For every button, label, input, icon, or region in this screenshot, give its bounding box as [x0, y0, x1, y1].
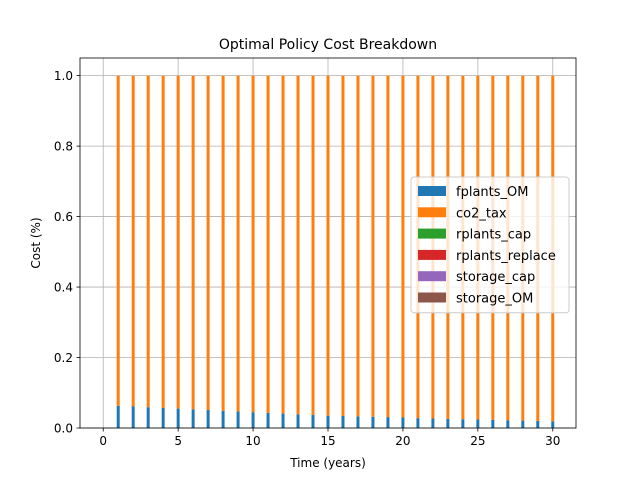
bar-fplants-OM: [521, 420, 525, 428]
bar-co2-tax: [326, 75, 330, 416]
y-tick-label: 0.0: [54, 422, 73, 436]
bar-fplants-OM: [236, 411, 240, 428]
bar-fplants-OM: [161, 407, 165, 428]
bar-co2-tax: [146, 75, 150, 408]
legend-swatch: [418, 271, 446, 282]
bar-co2-tax: [176, 75, 180, 409]
bar-fplants-OM: [461, 419, 465, 428]
bar-fplants-OM: [491, 419, 495, 428]
axes: 0 5 10 15 20 25 30 0.0 0.2 0.4 0.6 0.8 1.0: [54, 57, 577, 448]
y-axis-label: Cost (%): [29, 217, 43, 268]
bar-fplants-OM: [326, 415, 330, 428]
x-tick-label: 10: [245, 434, 260, 448]
bar-co2-tax: [311, 75, 315, 415]
legend-swatch: [418, 292, 446, 303]
bar-fplants-OM: [221, 410, 225, 428]
bar-co2-tax: [116, 75, 120, 406]
y-tick-label: 0.8: [54, 140, 73, 154]
bar-co2-tax: [221, 75, 225, 411]
y-tick-label: 0.6: [54, 210, 73, 224]
bar-fplants-OM: [536, 420, 540, 428]
legend-swatch: [418, 228, 446, 239]
legend-label: rplants_cap: [456, 228, 531, 243]
y-tick-label: 0.4: [54, 281, 73, 295]
legend-swatch: [418, 207, 446, 218]
bar-fplants-OM: [416, 418, 420, 428]
bar-fplants-OM: [476, 419, 480, 428]
legend-swatch: [418, 249, 446, 260]
bar-fplants-OM: [371, 416, 375, 428]
bar-fplants-OM: [386, 417, 390, 428]
bar-co2-tax: [191, 75, 195, 410]
bar-fplants-OM: [296, 414, 300, 428]
legend-label: rplants_replace: [456, 249, 556, 264]
legend-label: storage_OM: [456, 292, 533, 307]
bar-co2-tax: [131, 75, 135, 407]
bar-co2-tax: [206, 75, 210, 411]
y-tick-label: 1.0: [54, 69, 73, 83]
bar-fplants-OM: [281, 413, 285, 428]
x-tick-label: 20: [395, 434, 410, 448]
bar-fplants-OM: [551, 421, 555, 428]
bar-co2-tax: [371, 75, 375, 417]
bar-co2-tax: [236, 75, 240, 412]
bar-fplants-OM: [446, 418, 450, 428]
x-axis-label: Time (years): [289, 456, 366, 470]
x-tick-label: 30: [545, 434, 560, 448]
bar-fplants-OM: [116, 405, 120, 428]
bar-fplants-OM: [266, 412, 270, 428]
legend-label: co2_tax: [456, 206, 507, 221]
x-tick-label: 0: [99, 434, 107, 448]
bar-fplants-OM: [356, 416, 360, 428]
y-tick-label: 0.2: [54, 351, 73, 365]
x-tick-label: 5: [174, 434, 182, 448]
legend-label: storage_cap: [456, 270, 535, 285]
bar-co2-tax: [161, 75, 165, 408]
bar-fplants-OM: [206, 410, 210, 428]
bar-fplants-OM: [311, 414, 315, 428]
bar-fplants-OM: [431, 418, 435, 428]
legend-box: [410, 176, 570, 314]
bar-co2-tax: [356, 75, 360, 417]
x-tick-label: 25: [470, 434, 485, 448]
bar-co2-tax: [251, 75, 255, 413]
bar-fplants-OM: [401, 417, 405, 428]
bar-fplants-OM: [251, 412, 255, 428]
chart-title: Optimal Policy Cost Breakdown: [219, 37, 437, 53]
x-tick-label: 15: [320, 434, 335, 448]
legend-label: fplants_OM: [456, 185, 528, 200]
bar-fplants-OM: [146, 407, 150, 428]
bar-fplants-OM: [191, 409, 195, 428]
bar-co2-tax: [296, 75, 300, 415]
bar-co2-tax: [401, 75, 405, 418]
bar-fplants-OM: [341, 416, 345, 428]
legend: fplants_OM co2_tax rplants_cap rplants_repl…: [410, 176, 570, 314]
bar-co2-tax: [266, 75, 270, 413]
bar-co2-tax: [386, 75, 390, 418]
bar-fplants-OM: [176, 408, 180, 428]
bar-co2-tax: [341, 75, 345, 417]
bar-fplants-OM: [131, 406, 135, 428]
legend-swatch: [418, 186, 446, 196]
bar-fplants-OM: [506, 420, 510, 428]
bar-co2-tax: [281, 75, 285, 414]
